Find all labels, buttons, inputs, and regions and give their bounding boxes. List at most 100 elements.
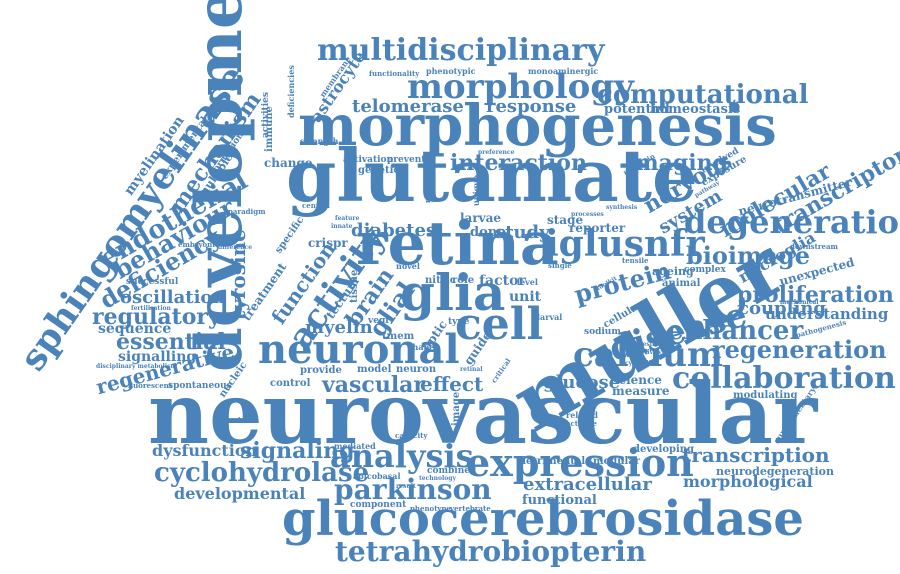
word-dysfunction: dysfunction bbox=[152, 441, 258, 460]
word-cyclohydrolase: cyclohydrolase bbox=[154, 458, 370, 488]
word-mechanical: mechanical bbox=[780, 299, 819, 306]
word-difference: difference bbox=[218, 244, 253, 251]
word-technology: technology bbox=[419, 475, 456, 482]
word-phenotypic: phenotypic bbox=[426, 66, 476, 76]
word-science: science bbox=[612, 373, 662, 387]
word-retina: retina bbox=[356, 209, 559, 279]
word-mediated: mediated bbox=[334, 441, 376, 451]
word-potential: potential bbox=[604, 102, 670, 117]
word-tetrahydrobiopterin: tetrahydrobiopterin bbox=[335, 535, 647, 568]
word-glucose: glucose bbox=[543, 372, 621, 393]
word-role: role bbox=[452, 275, 475, 286]
word-neuronal: neuronal bbox=[258, 326, 460, 373]
word-control: control bbox=[270, 378, 311, 389]
word-synthesis: synthesis bbox=[606, 204, 638, 211]
word-question: question bbox=[634, 341, 664, 348]
word-collaboration: collaboration bbox=[672, 361, 896, 396]
word-novel: novel bbox=[396, 261, 420, 271]
word-factor: factor bbox=[479, 273, 526, 289]
word-developing: developing bbox=[633, 444, 695, 455]
word-reactivity: reactivity bbox=[630, 349, 662, 356]
word-activities: activities bbox=[261, 92, 271, 138]
word-deficiencies: deficiencies bbox=[286, 65, 296, 118]
word-understanding: understanding bbox=[765, 305, 889, 323]
word-neurodegeneration: neurodegeneration bbox=[716, 465, 835, 478]
word-morphology: morphology bbox=[407, 67, 634, 107]
word-telomerase: telomerase bbox=[352, 96, 464, 117]
word-embryonic: embryonic bbox=[178, 240, 220, 249]
word-calcium: calcium bbox=[573, 335, 723, 375]
word-activate: activate bbox=[566, 419, 597, 428]
word-cytosolic: cytosolic bbox=[625, 360, 655, 367]
word-functional: functional bbox=[522, 493, 597, 508]
word-activation: activation bbox=[343, 155, 394, 165]
word-unique: unique bbox=[471, 174, 481, 206]
word-glutamate: glutamate bbox=[286, 133, 698, 218]
word-crispr: crispr bbox=[308, 236, 348, 250]
word-tissue: tissue bbox=[349, 269, 360, 303]
word-coupling: coupling bbox=[738, 298, 826, 319]
word-vertebrate: vertebrate bbox=[450, 504, 491, 513]
word-enhancer: enhancer bbox=[667, 316, 804, 346]
word-strength: strength bbox=[300, 136, 339, 146]
word-animal: animal bbox=[662, 278, 701, 289]
word-central: central bbox=[302, 201, 330, 210]
word-proliferation: proliferation bbox=[737, 282, 894, 308]
word-vascular: vascular bbox=[322, 372, 426, 398]
word-morphological: morphological bbox=[683, 472, 813, 491]
word-modular: modular bbox=[593, 456, 641, 467]
word-larval: larval bbox=[537, 312, 563, 322]
word-extracellular: extracellular bbox=[523, 474, 652, 495]
word-diabetes: diabetes bbox=[351, 220, 437, 241]
word-successful: successful bbox=[126, 277, 179, 287]
word-neuron: neuron bbox=[396, 364, 437, 375]
word-stage: stage bbox=[547, 213, 584, 227]
word-nitric: nitric bbox=[425, 275, 456, 286]
word-phenotype: phenotype bbox=[410, 504, 451, 513]
word-fertilisation: fertilisation bbox=[131, 305, 171, 312]
word-sodium: sodium bbox=[584, 327, 621, 337]
word-single: single bbox=[548, 261, 572, 270]
word-level: level bbox=[517, 277, 538, 287]
word-iglusnfr: iglusnfr bbox=[545, 223, 705, 265]
word-measure: measure bbox=[612, 384, 670, 398]
word-innate: innate bbox=[331, 223, 353, 230]
word-provide: provide bbox=[300, 365, 342, 376]
word-study: study bbox=[495, 222, 550, 243]
word-effect: effect bbox=[420, 372, 484, 396]
word-neurovascular: neurovascular bbox=[148, 364, 818, 463]
word-disciplinary-metabolism: disciplinary metabolism bbox=[96, 363, 177, 370]
word-expression: expression bbox=[466, 440, 694, 485]
word-computational: computational bbox=[597, 80, 809, 110]
word-glia: glia bbox=[400, 263, 506, 322]
word-essential: essential bbox=[116, 329, 226, 355]
word-change: change bbox=[264, 156, 313, 170]
word-transcription: transcription bbox=[682, 443, 830, 467]
word-monoaminergic: monoaminergic bbox=[528, 66, 599, 76]
word-genetic: genetic bbox=[358, 165, 400, 176]
word-retinal: retinal bbox=[460, 366, 483, 373]
word-shape: shape bbox=[408, 342, 435, 352]
word-related: related bbox=[566, 410, 598, 420]
word-bioimage: bioimage bbox=[686, 241, 811, 270]
word-prevent: prevent bbox=[387, 155, 426, 165]
word-sequence: sequence bbox=[98, 321, 172, 337]
word-specific: specific bbox=[273, 214, 307, 256]
word-feature: feature bbox=[335, 215, 360, 222]
word-cell: cell bbox=[455, 299, 544, 350]
word-type: type bbox=[448, 317, 470, 327]
word-image: image bbox=[451, 391, 462, 426]
word-unit: unit bbox=[509, 289, 542, 305]
word-response: response bbox=[486, 96, 577, 117]
word-combined: combined bbox=[427, 466, 477, 476]
word-imaging: imaging bbox=[627, 150, 729, 176]
word-preference: preference bbox=[478, 149, 515, 156]
word-regeneration: regeneration bbox=[712, 335, 887, 364]
word-developmental: developmental bbox=[174, 484, 306, 503]
word-regulatory: regulatory bbox=[92, 304, 221, 330]
word-signalling: signalling bbox=[118, 349, 197, 365]
word-capacity: capacity bbox=[395, 431, 428, 440]
word-component: component bbox=[350, 500, 407, 510]
word-tmem: tmem bbox=[382, 331, 415, 342]
